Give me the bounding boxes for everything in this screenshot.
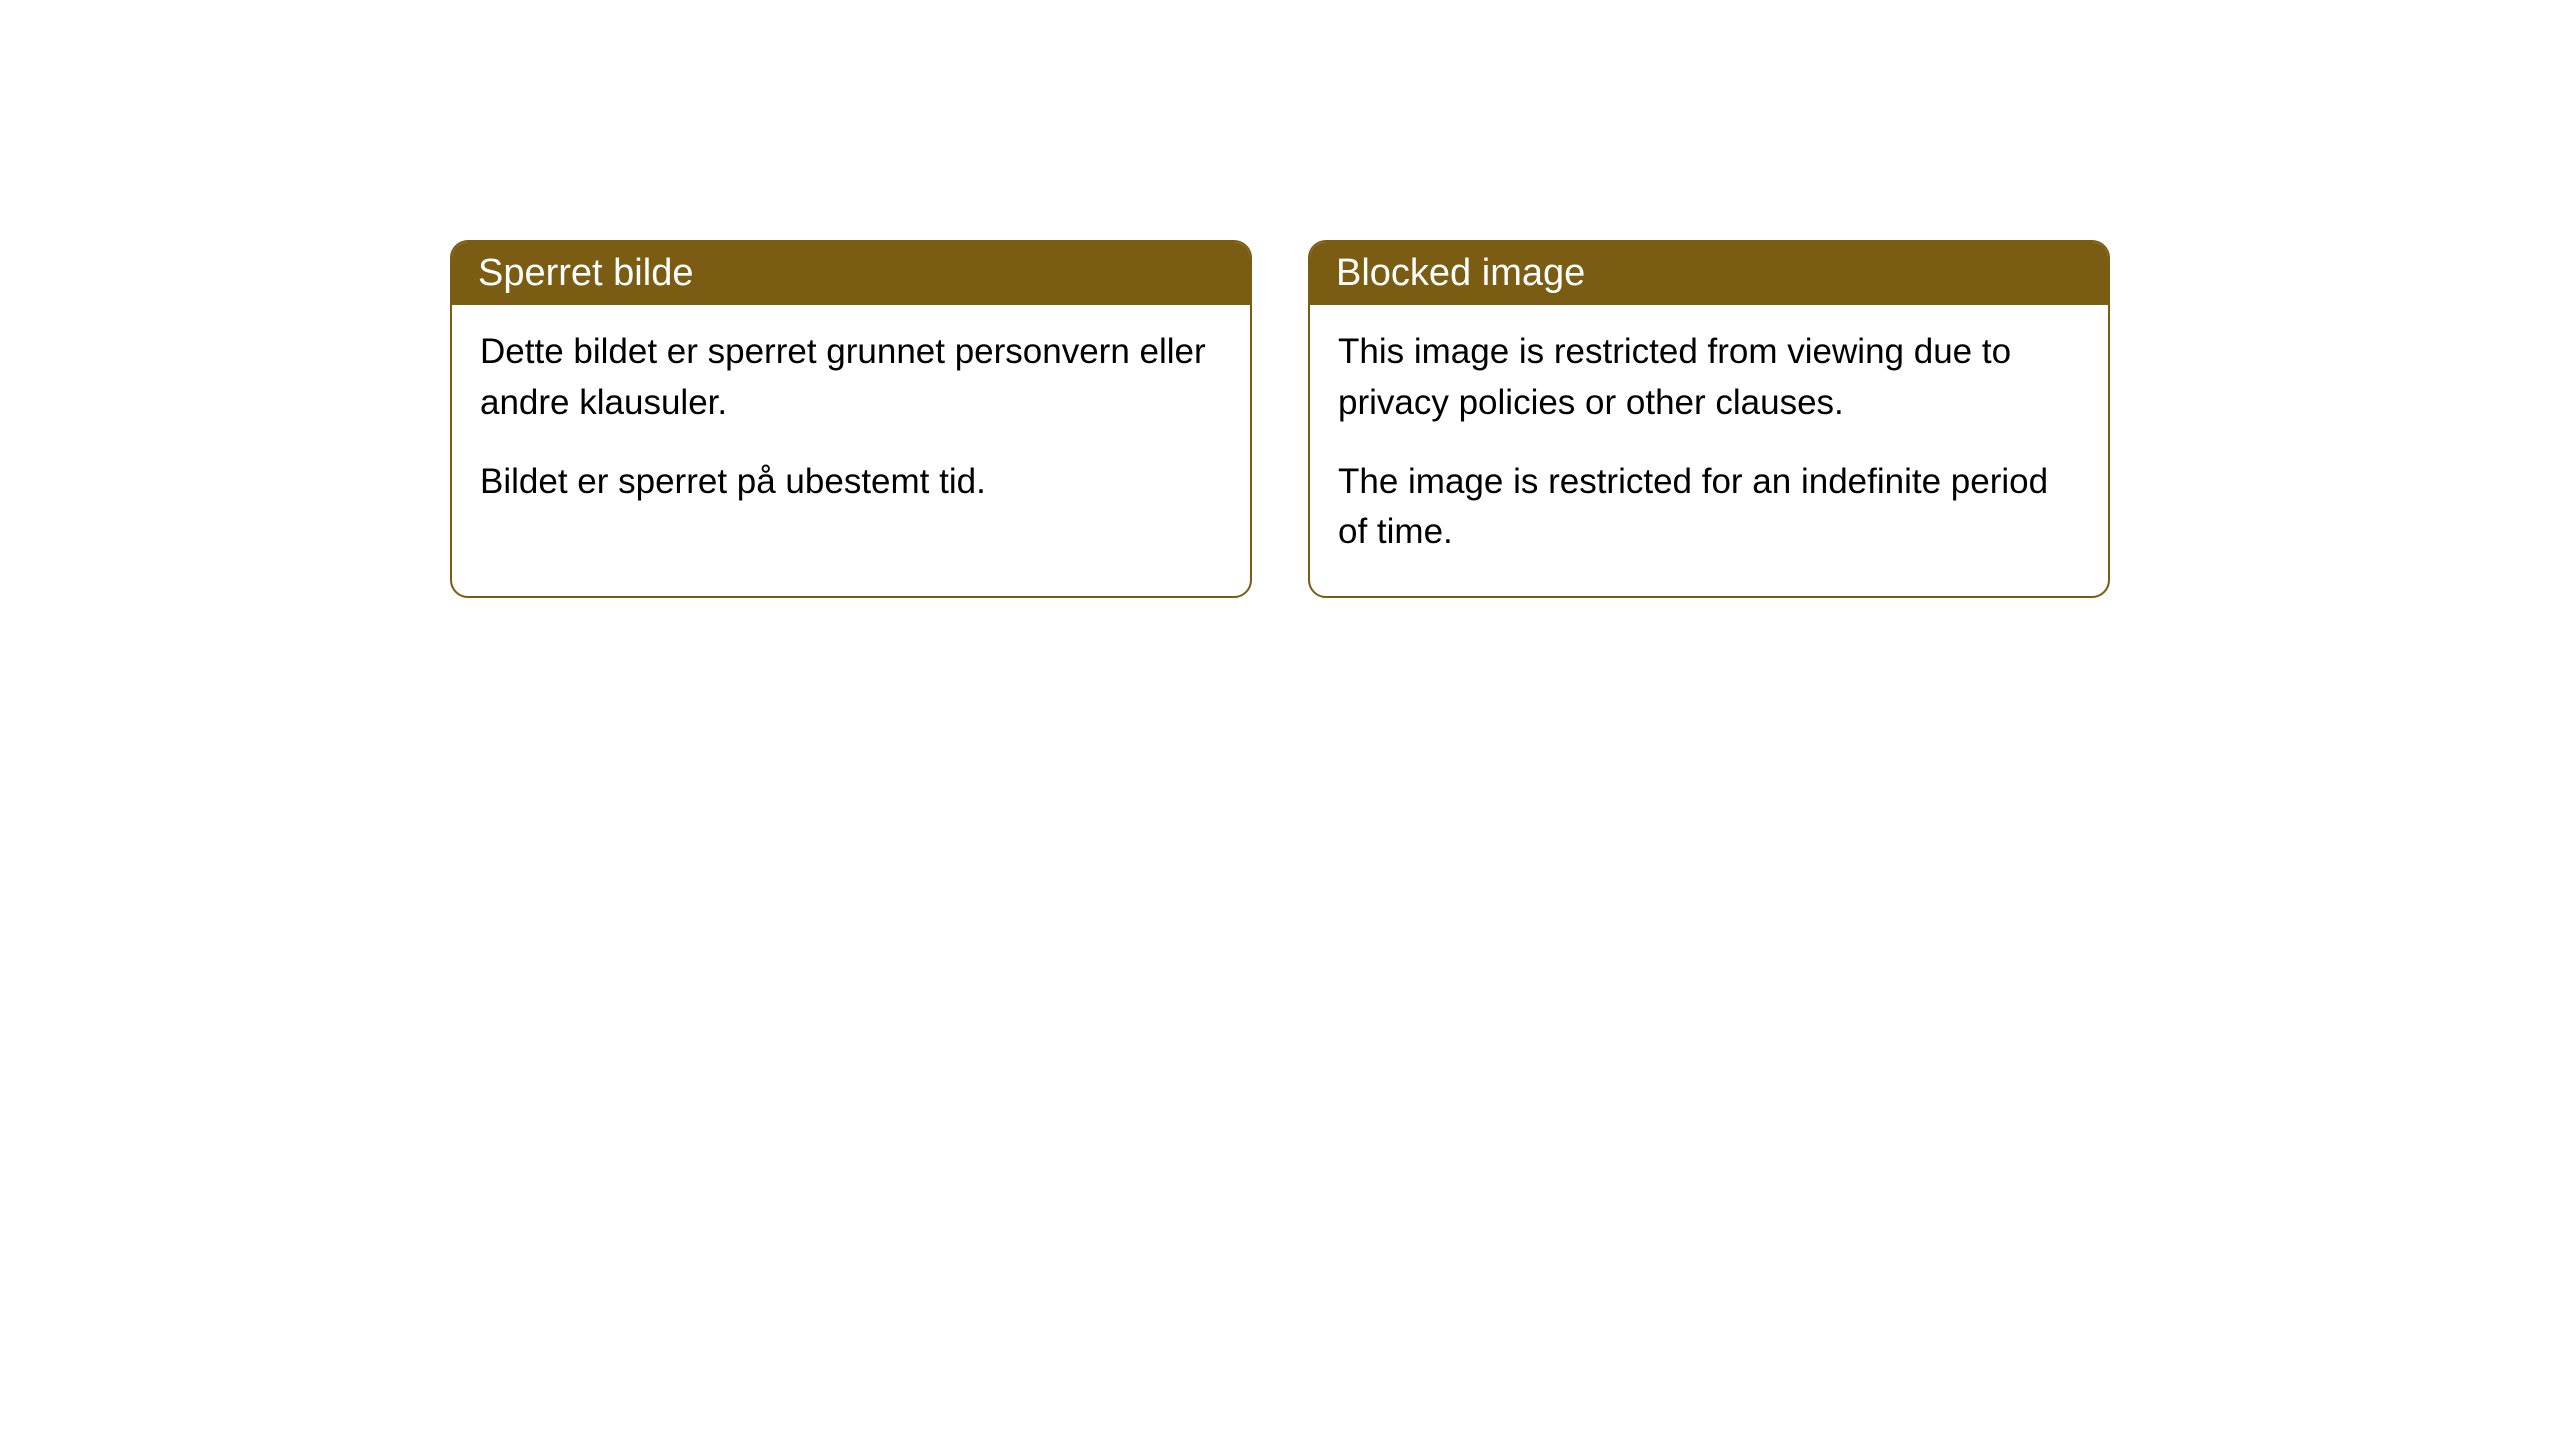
card-title-en: Blocked image — [1336, 252, 1585, 294]
card-title-no: Sperret bilde — [478, 252, 693, 294]
card-header-no: Sperret bilde — [452, 242, 1250, 305]
card-paragraph2-no: Bildet er sperret på ubestemt tid. — [480, 457, 1222, 508]
card-paragraph1-no: Dette bildet er sperret grunnet personve… — [480, 327, 1222, 429]
card-header-en: Blocked image — [1310, 242, 2108, 305]
cards-container: Sperret bilde Dette bildet er sperret gr… — [450, 240, 2110, 598]
blocked-image-card-no: Sperret bilde Dette bildet er sperret gr… — [450, 240, 1252, 598]
card-paragraph2-en: The image is restricted for an indefinit… — [1338, 457, 2080, 559]
card-body-no: Dette bildet er sperret grunnet personve… — [452, 305, 1250, 545]
card-paragraph1-en: This image is restricted from viewing du… — [1338, 327, 2080, 429]
blocked-image-card-en: Blocked image This image is restricted f… — [1308, 240, 2110, 598]
card-body-en: This image is restricted from viewing du… — [1310, 305, 2108, 596]
